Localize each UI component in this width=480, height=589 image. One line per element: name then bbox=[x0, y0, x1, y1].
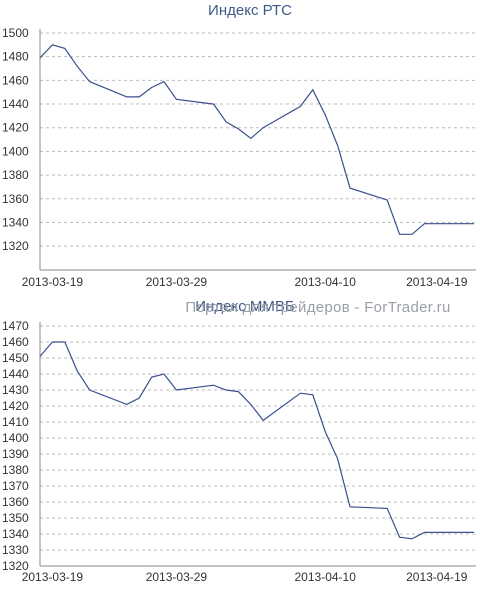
data-point bbox=[175, 389, 177, 391]
y-tick-label: 1480 bbox=[2, 50, 29, 64]
y-tick-label: 1360 bbox=[2, 495, 29, 509]
data-point bbox=[250, 137, 252, 139]
data-point bbox=[237, 128, 239, 130]
y-tick-label: 1460 bbox=[2, 73, 29, 87]
data-point bbox=[349, 187, 351, 189]
y-tick-label: 1370 bbox=[2, 479, 29, 493]
data-point bbox=[126, 96, 128, 98]
data-point bbox=[225, 121, 227, 123]
data-point bbox=[64, 341, 66, 343]
y-tick-label: 1470 bbox=[2, 319, 29, 333]
y-tick-label: 1410 bbox=[2, 415, 29, 429]
y-tick-label: 1430 bbox=[2, 383, 29, 397]
data-point bbox=[423, 531, 425, 533]
data-point bbox=[225, 389, 227, 391]
y-tick-label: 1340 bbox=[2, 215, 29, 229]
x-tick-label: 2013-04-19 bbox=[406, 570, 468, 584]
micex-index-chart: Индекс ММВБ 1320 1330 1340 1350 1360 1370 1380… bbox=[2, 298, 476, 584]
data-point bbox=[64, 47, 66, 49]
data-point bbox=[436, 223, 438, 225]
data-point bbox=[126, 403, 128, 405]
data-point bbox=[212, 384, 214, 386]
data-point bbox=[299, 392, 301, 394]
rts-index-chart: Индекс РТС 1320 1340 1360 1380 1400 1420 1440 1… bbox=[2, 2, 476, 289]
data-point bbox=[336, 144, 338, 146]
y-tick-label: 1320 bbox=[2, 239, 29, 253]
y-tick-label: 1440 bbox=[2, 367, 29, 381]
data-point bbox=[138, 96, 140, 98]
y-tick-label: 1340 bbox=[2, 527, 29, 541]
chart-title: Индекс РТС bbox=[208, 2, 292, 19]
data-point bbox=[324, 114, 326, 116]
data-point bbox=[349, 506, 351, 508]
data-point bbox=[212, 103, 214, 105]
data-point bbox=[312, 89, 314, 91]
y-tick-label: 1400 bbox=[2, 431, 29, 445]
data-point bbox=[423, 223, 425, 225]
y-tick-label: 1350 bbox=[2, 511, 29, 525]
data-point bbox=[138, 397, 140, 399]
y-tick-label: 1400 bbox=[2, 144, 29, 158]
y-tick-label: 1460 bbox=[2, 335, 29, 349]
data-point bbox=[436, 531, 438, 533]
x-tick-label: 2013-03-19 bbox=[22, 570, 84, 584]
data-point bbox=[411, 538, 413, 540]
x-tick-label: 2013-03-29 bbox=[146, 275, 208, 289]
data-point bbox=[473, 223, 475, 225]
chart-title: Индекс ММВБ bbox=[195, 298, 295, 315]
data-point bbox=[312, 394, 314, 396]
y-tick-label: 1380 bbox=[2, 168, 29, 182]
x-tick-label: 2013-03-19 bbox=[22, 275, 84, 289]
data-point bbox=[324, 430, 326, 432]
data-point bbox=[386, 507, 388, 509]
data-point bbox=[398, 536, 400, 538]
y-tick-label: 1440 bbox=[2, 97, 29, 111]
data-point bbox=[39, 355, 41, 357]
x-tick-label: 2013-03-29 bbox=[146, 570, 208, 584]
data-point bbox=[76, 65, 78, 67]
y-tick-label: 1450 bbox=[2, 351, 29, 365]
x-tick-label: 2013-04-10 bbox=[295, 570, 357, 584]
y-tick-label: 1320 bbox=[2, 559, 29, 573]
data-point bbox=[398, 233, 400, 235]
data-point bbox=[262, 419, 264, 421]
data-point bbox=[163, 80, 165, 82]
data-point bbox=[39, 57, 41, 59]
data-point bbox=[150, 86, 152, 88]
data-point bbox=[237, 390, 239, 392]
x-tick-label: 2013-04-10 bbox=[295, 275, 357, 289]
y-tick-label: 1500 bbox=[2, 26, 29, 40]
data-point bbox=[163, 373, 165, 375]
data-point bbox=[150, 376, 152, 378]
data-point bbox=[336, 458, 338, 460]
data-point bbox=[386, 199, 388, 201]
watermark: Портал для трейдеров - ForTrader.ru bbox=[185, 299, 450, 316]
data-point bbox=[411, 233, 413, 235]
y-tick-label: 1360 bbox=[2, 192, 29, 206]
y-tick-label: 1380 bbox=[2, 463, 29, 477]
data-point bbox=[299, 105, 301, 107]
y-tick-label: 1390 bbox=[2, 447, 29, 461]
data-point bbox=[76, 370, 78, 372]
y-tick-label: 1330 bbox=[2, 543, 29, 557]
y-tick-label: 1420 bbox=[2, 399, 29, 413]
data-point bbox=[51, 341, 53, 343]
data-point bbox=[473, 531, 475, 533]
data-point bbox=[51, 44, 53, 46]
series-line bbox=[39, 44, 474, 235]
series-line bbox=[39, 341, 474, 540]
x-tick-label: 2013-04-19 bbox=[406, 275, 468, 289]
data-point bbox=[88, 80, 90, 82]
y-tick-label: 1420 bbox=[2, 121, 29, 135]
data-point bbox=[88, 389, 90, 391]
data-point bbox=[250, 403, 252, 405]
data-point bbox=[262, 127, 264, 129]
data-point bbox=[175, 98, 177, 100]
